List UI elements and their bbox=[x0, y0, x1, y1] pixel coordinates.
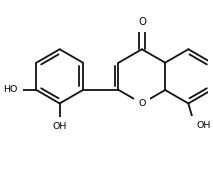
Text: HO: HO bbox=[3, 85, 18, 94]
Text: O: O bbox=[138, 99, 146, 108]
Text: OH: OH bbox=[52, 122, 67, 131]
Text: OH: OH bbox=[196, 121, 210, 130]
Text: O: O bbox=[138, 17, 146, 27]
